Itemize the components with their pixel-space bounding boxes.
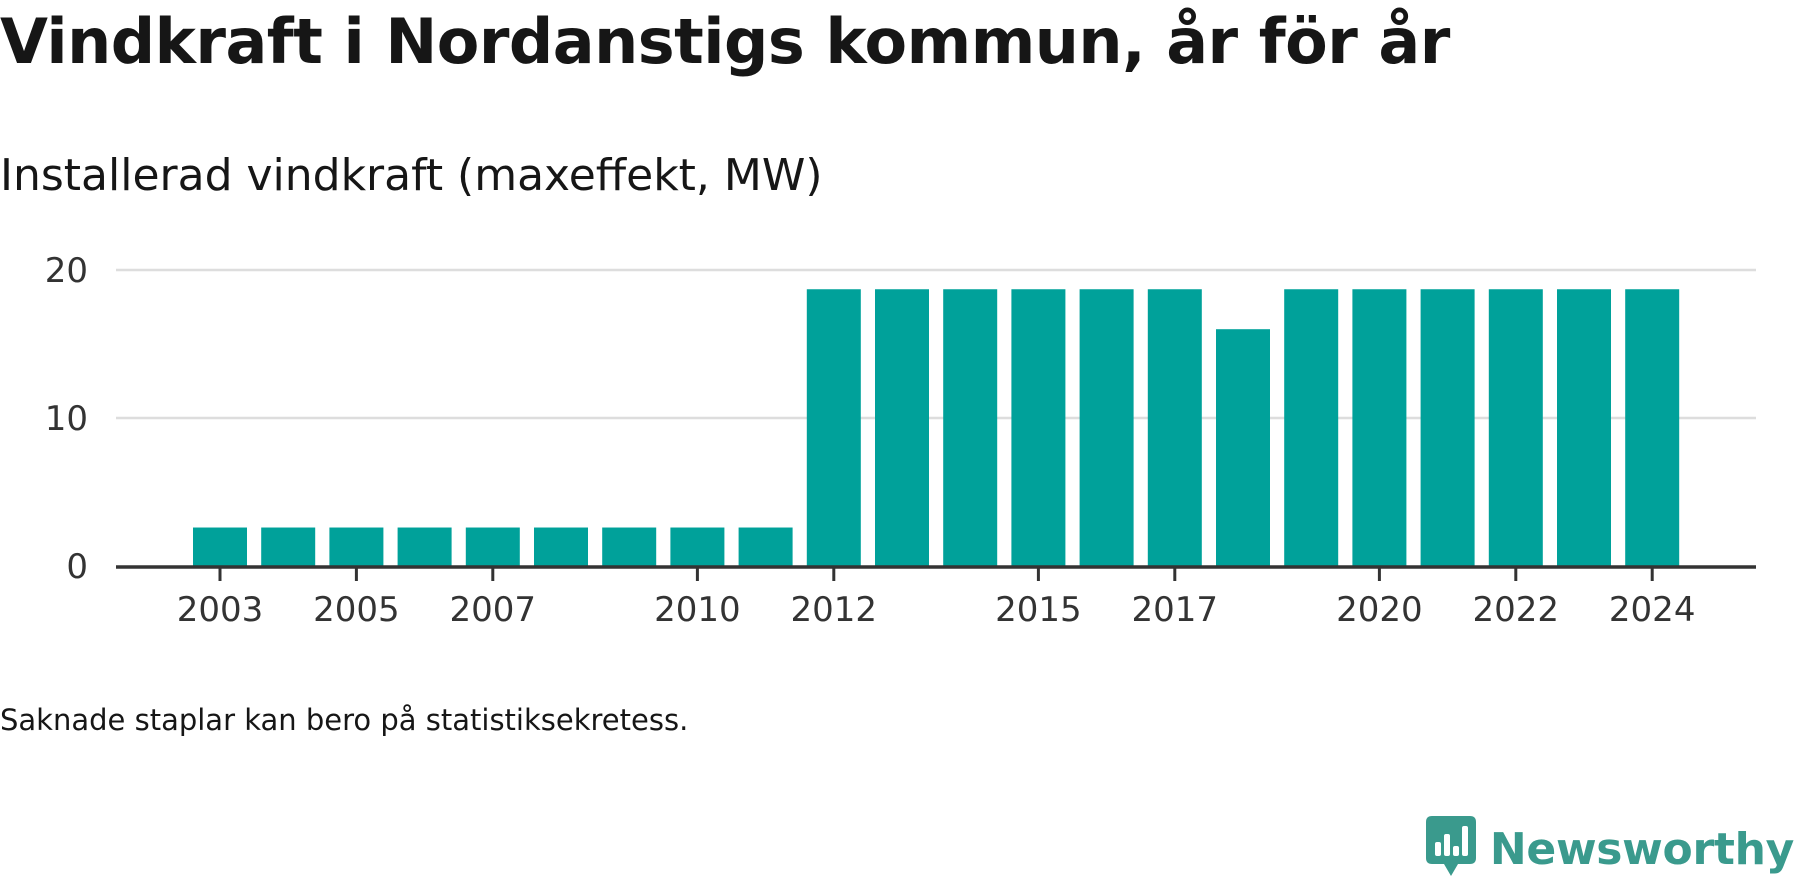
chart-title: Vindkraft i Nordanstigs kommun, år för å… bbox=[0, 5, 1450, 78]
y-axis-ticks: 0 10 20 bbox=[45, 251, 88, 587]
bar-2016 bbox=[1079, 289, 1134, 566]
chart-subtitle: Installerad vindkraft (maxeffekt, MW) bbox=[0, 150, 823, 201]
y-tick-label: 20 bbox=[45, 251, 88, 291]
grid-lines bbox=[116, 268, 1756, 420]
y-tick-label: 10 bbox=[45, 399, 88, 439]
bar-2012 bbox=[806, 289, 861, 566]
x-tick-label: 2015 bbox=[995, 590, 1082, 630]
x-tick-label: 2024 bbox=[1609, 590, 1696, 630]
bar-2007 bbox=[465, 527, 520, 566]
bar-2003 bbox=[193, 527, 247, 566]
bar-2011 bbox=[738, 527, 793, 566]
bar-2006 bbox=[397, 527, 452, 566]
x-tick-label: 2007 bbox=[450, 590, 537, 630]
bar-2020 bbox=[1352, 289, 1407, 566]
x-tick-label: 2017 bbox=[1132, 590, 1219, 630]
x-tick-label: 2010 bbox=[654, 590, 741, 630]
bar-2004 bbox=[261, 527, 316, 566]
brand-name: Newsworthy bbox=[1489, 823, 1794, 875]
bar-2015 bbox=[1011, 289, 1066, 566]
y-tick-label: 0 bbox=[66, 547, 88, 587]
bar-2014 bbox=[943, 289, 998, 566]
bar-2023 bbox=[1557, 289, 1611, 566]
bar-2022 bbox=[1488, 289, 1543, 566]
bar-2009 bbox=[602, 527, 657, 566]
x-tick-label: 2003 bbox=[177, 590, 264, 630]
bar-2010 bbox=[670, 527, 725, 566]
x-tick-label: 2012 bbox=[791, 590, 878, 630]
bar-2005 bbox=[329, 527, 384, 566]
bars bbox=[193, 289, 1680, 566]
bar-2018 bbox=[1216, 329, 1270, 566]
bar-2008 bbox=[534, 527, 588, 566]
newsworthy-logo: Newsworthy bbox=[1425, 815, 1794, 883]
bar-2017 bbox=[1147, 289, 1202, 566]
x-tick-label: 2005 bbox=[313, 590, 400, 630]
x-tick-label: 2022 bbox=[1473, 590, 1560, 630]
footnote: Saknade staplar kan bero på statistiksek… bbox=[0, 703, 689, 737]
x-tick-label: 2020 bbox=[1336, 590, 1423, 630]
bar-2021 bbox=[1420, 289, 1475, 566]
bar-chart-speech-bubble-icon bbox=[1425, 815, 1476, 883]
bar-2013 bbox=[875, 289, 929, 566]
bar-2024 bbox=[1625, 289, 1680, 566]
bar-2019 bbox=[1284, 289, 1339, 566]
x-axis-ticks: 2003 2005 2007 2010 2012 2015 2017 2020 2022 2024 bbox=[177, 567, 1696, 630]
